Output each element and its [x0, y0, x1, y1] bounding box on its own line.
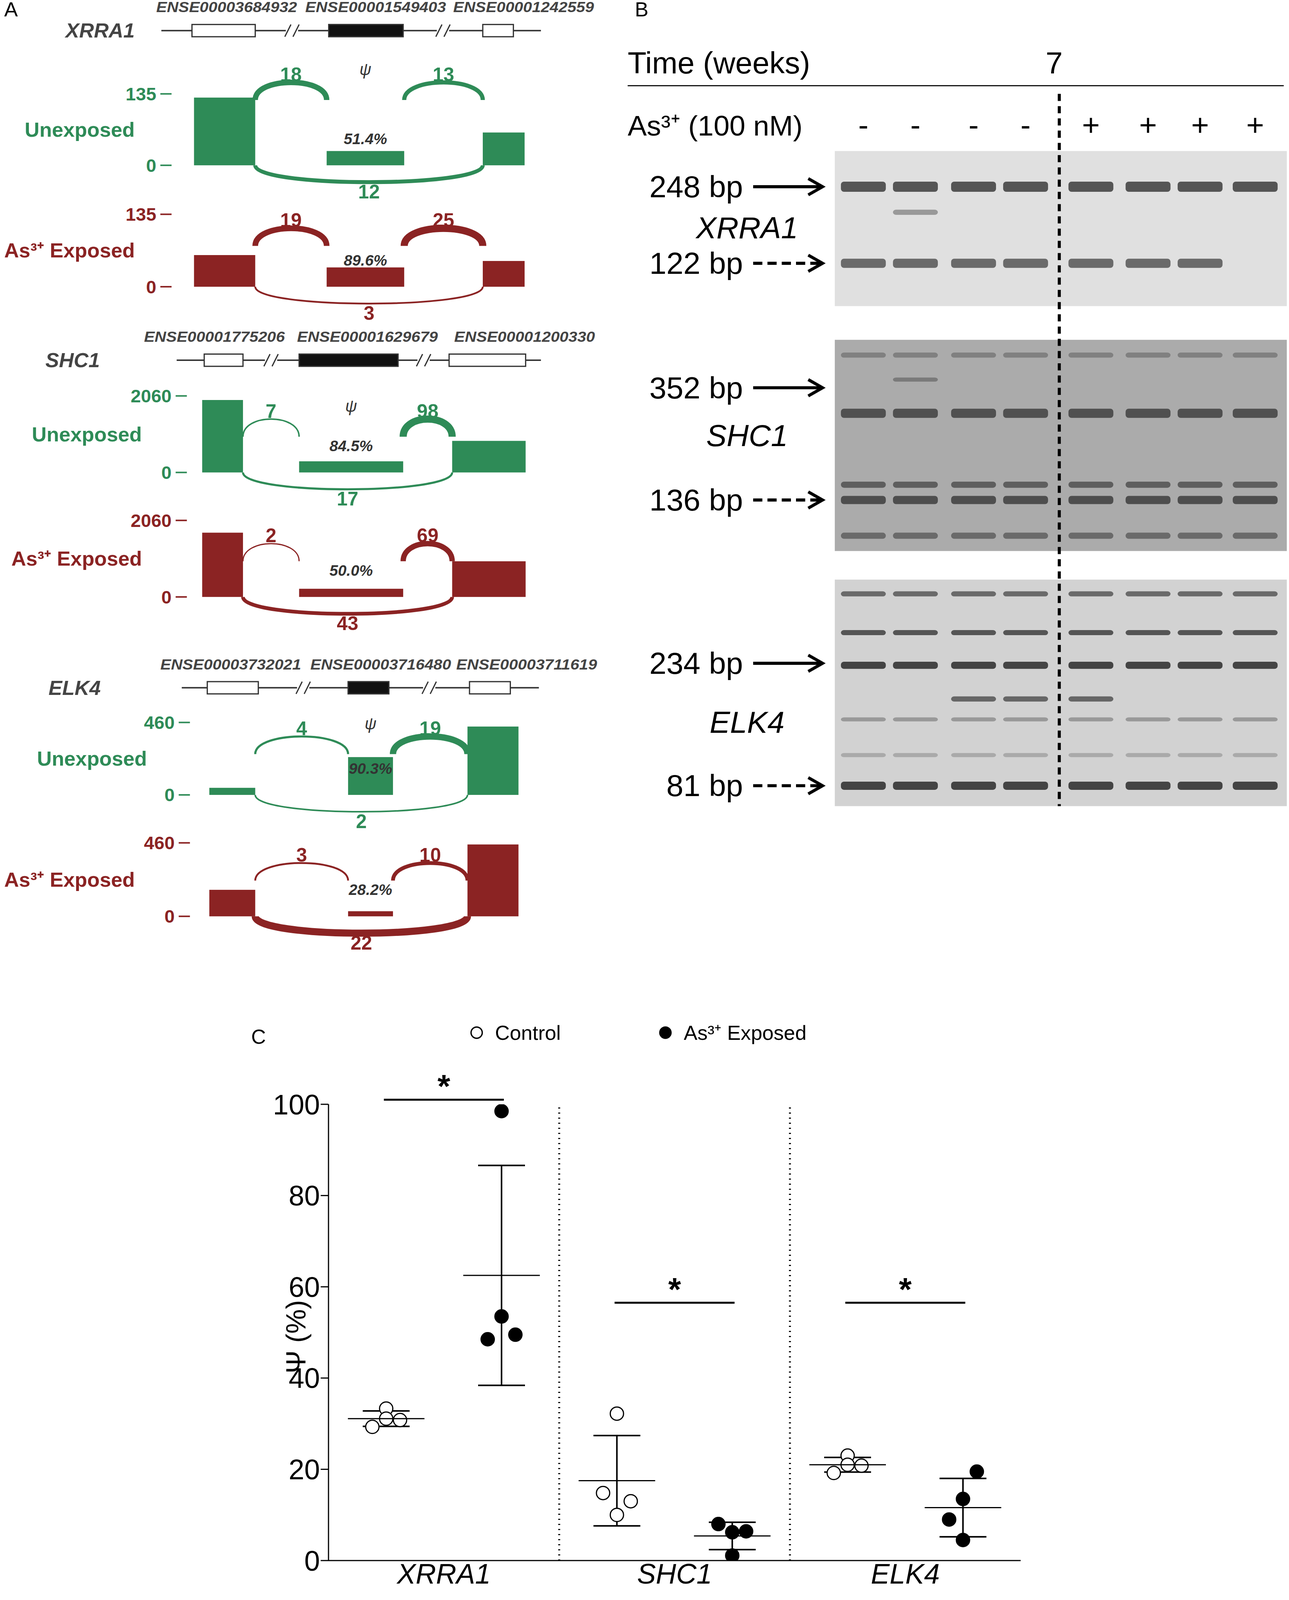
svg-text:100: 100 [273, 1089, 320, 1121]
svg-text:25: 25 [432, 209, 455, 232]
svg-text:0: 0 [161, 462, 172, 483]
svg-text:+: + [1246, 107, 1265, 143]
svg-text:352 bp: 352 bp [649, 370, 743, 406]
svg-text:ENSE00001549403: ENSE00001549403 [305, 0, 446, 16]
svg-text:As³⁺ Exposed: As³⁺ Exposed [4, 868, 135, 891]
svg-text:ENSE00003716480: ENSE00003716480 [310, 656, 451, 673]
svg-text:60: 60 [288, 1271, 320, 1303]
svg-text:3: 3 [296, 844, 308, 866]
svg-text:13: 13 [432, 63, 455, 86]
svg-text:As³⁺ Exposed: As³⁺ Exposed [683, 1021, 807, 1045]
svg-text:ENSE00001242559: ENSE00001242559 [453, 0, 595, 16]
svg-text:81 bp: 81 bp [666, 768, 743, 803]
svg-text:51.4%: 51.4% [343, 130, 388, 148]
svg-text:136 bp: 136 bp [649, 482, 743, 518]
svg-text:ENSE00001200330: ENSE00001200330 [454, 328, 595, 345]
svg-text:XRRA1: XRRA1 [64, 19, 135, 42]
svg-text:XRRA1: XRRA1 [396, 1558, 491, 1590]
svg-text:40: 40 [288, 1362, 320, 1394]
svg-text:20: 20 [288, 1453, 320, 1486]
svg-text:7: 7 [265, 400, 277, 423]
svg-text:*: * [668, 1271, 682, 1308]
svg-text:C: C [251, 1025, 267, 1048]
svg-text:135: 135 [125, 203, 157, 225]
svg-text:122 bp: 122 bp [649, 246, 743, 281]
svg-text:SHC1: SHC1 [45, 348, 100, 372]
svg-text:2060: 2060 [130, 385, 172, 407]
svg-text:ENSE00003684932: ENSE00003684932 [156, 0, 297, 16]
svg-text:Time (weeks): Time (weeks) [627, 45, 811, 81]
svg-text:-: - [1020, 107, 1031, 143]
svg-text:A: A [4, 0, 18, 21]
svg-text:XRRA1: XRRA1 [695, 210, 799, 245]
svg-text:Control: Control [494, 1021, 561, 1045]
svg-text:ψ: ψ [364, 714, 377, 733]
svg-text:As³⁺ Exposed: As³⁺ Exposed [11, 547, 142, 570]
svg-text:As³⁺ (100 nM): As³⁺ (100 nM) [627, 109, 803, 142]
svg-text:248 bp: 248 bp [649, 169, 743, 204]
svg-text:460: 460 [144, 832, 175, 854]
svg-text:0: 0 [164, 784, 175, 806]
svg-text:90.3%: 90.3% [348, 760, 393, 777]
svg-text:19: 19 [419, 717, 441, 740]
svg-text:*: * [898, 1271, 912, 1308]
svg-text:17: 17 [336, 487, 359, 510]
svg-text:Unexposed: Unexposed [24, 118, 135, 142]
svg-text:SHC1: SHC1 [637, 1558, 713, 1590]
svg-text:7: 7 [1045, 45, 1063, 81]
svg-text:ψ: ψ [359, 60, 372, 79]
svg-text:4: 4 [296, 717, 308, 740]
svg-text:0: 0 [146, 276, 157, 298]
svg-text:0: 0 [146, 155, 157, 176]
svg-text:98: 98 [416, 400, 439, 423]
svg-text:+: + [1081, 107, 1100, 143]
svg-text:19: 19 [280, 209, 302, 232]
svg-text:2: 2 [355, 810, 367, 833]
svg-text:50.0%: 50.0% [329, 562, 373, 579]
svg-text:10: 10 [419, 844, 441, 866]
svg-text:0: 0 [161, 586, 172, 608]
svg-text:3: 3 [363, 302, 375, 325]
svg-text:ENSE00001629679: ENSE00001629679 [297, 328, 439, 345]
svg-text:234 bp: 234 bp [649, 646, 743, 681]
svg-text:0: 0 [304, 1545, 320, 1577]
svg-text:ELK4: ELK4 [709, 705, 785, 740]
svg-text:80: 80 [288, 1180, 320, 1212]
svg-text:ENSE00003732021: ENSE00003732021 [160, 656, 301, 673]
svg-text:Unexposed: Unexposed [37, 747, 148, 770]
svg-text:+: + [1139, 107, 1157, 143]
svg-text:460: 460 [144, 712, 175, 733]
svg-text:84.5%: 84.5% [329, 437, 373, 455]
svg-text:89.6%: 89.6% [343, 251, 388, 269]
svg-text:ELK4: ELK4 [871, 1558, 940, 1590]
svg-text:Unexposed: Unexposed [32, 423, 143, 446]
svg-text:*: * [437, 1067, 451, 1105]
svg-text:0: 0 [164, 905, 175, 927]
svg-text:18: 18 [280, 63, 302, 86]
svg-text:ψ: ψ [345, 396, 358, 416]
svg-text:135: 135 [125, 83, 157, 105]
svg-text:-: - [858, 107, 869, 143]
svg-text:ENSE00001775206: ENSE00001775206 [144, 328, 286, 345]
svg-text:ENSE00003711619: ENSE00003711619 [456, 656, 598, 673]
svg-text:Ψ (%): Ψ (%) [280, 1299, 312, 1374]
svg-text:-: - [910, 107, 921, 143]
svg-text:-: - [968, 107, 979, 143]
svg-text:28.2%: 28.2% [348, 881, 393, 899]
svg-text:ELK4: ELK4 [48, 676, 101, 700]
svg-text:69: 69 [416, 524, 439, 547]
svg-text:2060: 2060 [130, 510, 172, 531]
svg-text:43: 43 [336, 612, 359, 635]
svg-text:SHC1: SHC1 [706, 418, 788, 453]
svg-text:As³⁺ Exposed: As³⁺ Exposed [4, 239, 135, 262]
svg-text:2: 2 [265, 524, 277, 547]
svg-text:12: 12 [358, 180, 380, 203]
svg-text:B: B [634, 0, 649, 21]
svg-text:+: + [1190, 107, 1209, 143]
svg-text:22: 22 [350, 931, 373, 954]
